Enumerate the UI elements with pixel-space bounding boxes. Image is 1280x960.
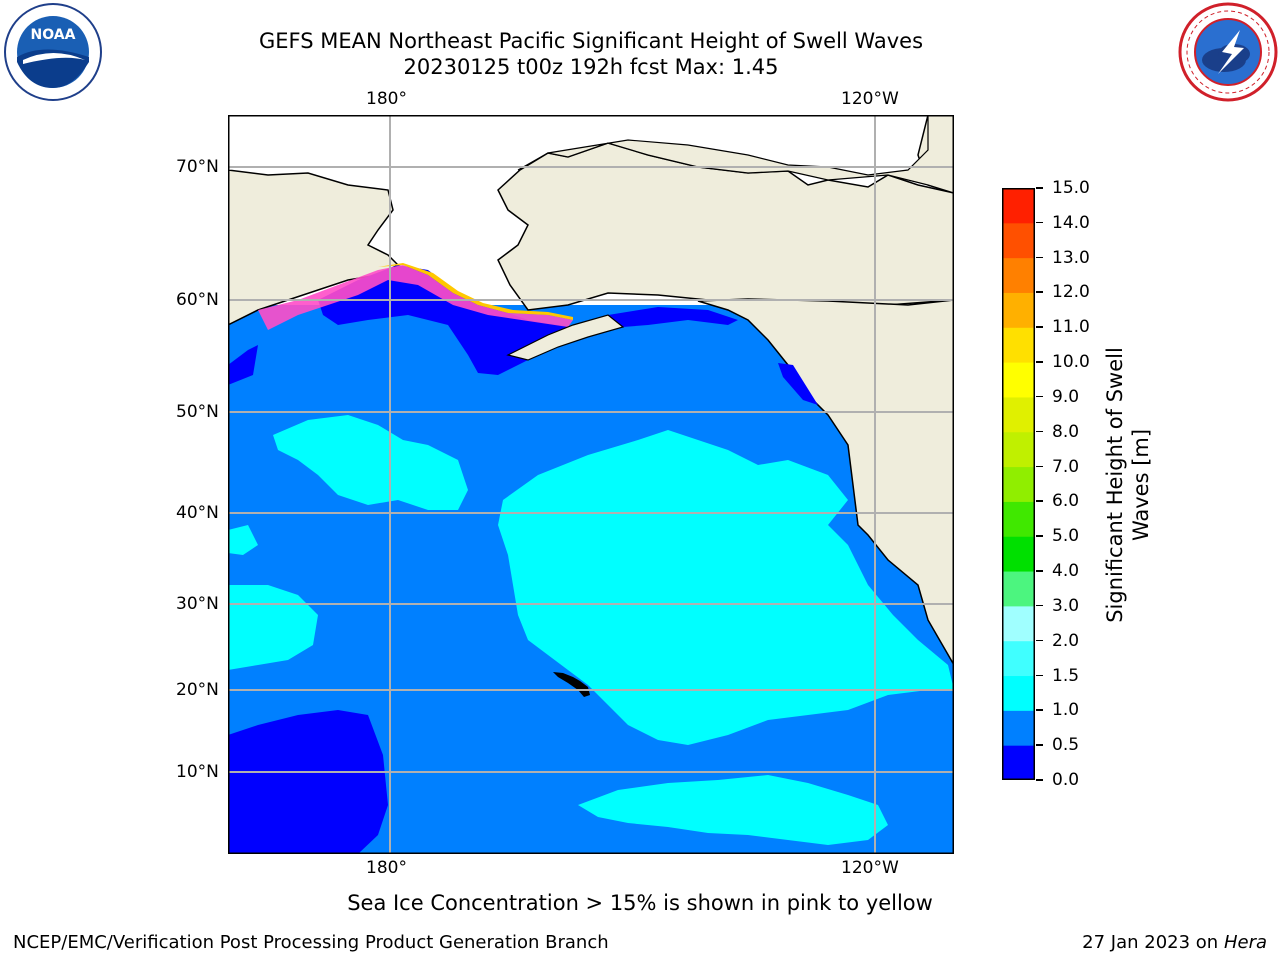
cyan-blob-west — [273, 415, 468, 510]
colorbar-tick-mark — [1036, 361, 1043, 363]
sea-ice-strip — [258, 265, 573, 330]
colorbar-tick-mark — [1036, 221, 1043, 224]
map-panel — [227, 114, 955, 854]
colorbar-tick-mark — [1036, 604, 1043, 607]
colorbar-tick-mark — [1036, 256, 1043, 259]
colorbar-tick-mark — [1036, 187, 1043, 189]
colorbar-tick-label: 4.0 — [1052, 561, 1080, 582]
colorbar-tick-mark — [1036, 674, 1043, 677]
footer-credit: NCEP/EMC/Verification Post Processing Pr… — [13, 932, 609, 953]
footer-date-text: 27 Jan 2023 on — [1082, 932, 1219, 953]
lon-label-top-180: 180° — [366, 89, 407, 109]
colorbar-segment — [1002, 536, 1035, 572]
colorbar-ticks: 0.0 0.5 1.0 1.5 2.0 3.0 4.0 5.0 6.0 7.0 8.0 9.0 10.0… — [1036, 178, 1116, 790]
colorbar-tick-mark — [1036, 779, 1043, 781]
colorbar-tick-label: 8.0 — [1052, 421, 1080, 442]
ocean-0-0.5-southwest — [228, 710, 388, 854]
lat-label-20n: 20°N — [176, 680, 219, 700]
cyan-blob-main — [498, 430, 954, 745]
sea-ice-strip-yellow — [378, 263, 573, 320]
footer-host: Hera — [1223, 932, 1267, 953]
colorbar-tick-label: 0.0 — [1052, 770, 1080, 790]
lat-label-60n: 60°N — [176, 290, 219, 310]
nws-logo — [1178, 2, 1278, 102]
ocean-0-0.5-bering — [318, 265, 573, 375]
lon-label-bottom-180: 180° — [366, 858, 407, 878]
lon-label-top-120w: 120°W — [841, 89, 899, 109]
colorbar-segment — [1002, 257, 1035, 293]
gridlines — [228, 115, 954, 854]
colorbar-tick-label: 2.0 — [1052, 630, 1080, 651]
colorbar-tick-label: 6.0 — [1052, 491, 1080, 512]
colorbar-tick-mark — [1036, 744, 1043, 746]
sea-ice-note: Sea Ice Concentration > 15% is shown in … — [347, 891, 933, 915]
lon-label-bottom-120w: 120°W — [841, 858, 899, 878]
colorbar-segment — [1002, 605, 1035, 642]
colorbar-label-line2: Waves [m] — [1129, 428, 1153, 542]
lat-label-30n: 30°N — [176, 594, 219, 614]
lat-label-70n: 70°N — [176, 157, 219, 177]
siberia-land — [227, 169, 400, 360]
ocean-0-0.5-bc — [778, 363, 818, 405]
colorbar-tick-mark — [1036, 535, 1043, 537]
footer-date: 27 Jan 2023 on Hera — [1082, 932, 1267, 953]
ocean-0-0.5-goa — [608, 307, 738, 327]
colorbar-tick-label: 9.0 — [1052, 386, 1080, 407]
ocean-0-0.5-west — [228, 345, 258, 385]
colorbar-tick-label: 3.0 — [1052, 595, 1080, 616]
colorbar-tick-label: 7.0 — [1052, 456, 1080, 477]
colorbar-segment — [1002, 292, 1035, 328]
colorbar-tick-label: 15.0 — [1052, 178, 1090, 198]
colorbar-tick-label: 11.0 — [1052, 317, 1090, 338]
noaa-logo: NOAA — [3, 2, 103, 102]
colorbar-segment — [1002, 362, 1035, 398]
lat-label-10n: 10°N — [176, 762, 219, 782]
colorbar-tick-label: 13.0 — [1052, 247, 1090, 268]
map-frame — [228, 115, 954, 854]
colorbar-segment — [1002, 745, 1035, 781]
chart-subtitle: 20230125 t00z 192h fcst Max: 1.45 — [403, 55, 779, 79]
colorbar-frame — [1002, 188, 1035, 780]
colorbar-segment — [1002, 640, 1035, 677]
top-white — [228, 115, 828, 170]
colorbar-tick-label: 0.5 — [1052, 735, 1080, 756]
colorbar-tick-mark — [1036, 709, 1043, 711]
cyan-blob-south — [578, 775, 888, 845]
colorbar-tick-label: 10.0 — [1052, 352, 1090, 373]
colorbar-tick-mark — [1036, 395, 1043, 398]
colorbar-tick-mark — [1036, 570, 1043, 572]
cyan-blob-southwest — [228, 585, 318, 670]
colorbar-tick-label: 12.0 — [1052, 282, 1090, 303]
colorbar-label-line1: Significant Height of Swell — [1103, 347, 1127, 623]
colorbar-segment — [1002, 675, 1035, 711]
colorbar-segment — [1002, 188, 1035, 224]
colorbar-tick-mark — [1036, 465, 1043, 468]
colorbar-svg — [1002, 188, 1035, 781]
colorbar-segment — [1002, 466, 1035, 502]
colorbar-tick-label: 1.0 — [1052, 700, 1080, 721]
alaska-peninsula — [506, 314, 625, 361]
colorbar-tick-mark — [1036, 639, 1043, 642]
colorbar-segment — [1002, 501, 1035, 537]
colorbar-tick-mark — [1036, 430, 1043, 433]
colorbar-segment — [1002, 327, 1035, 363]
colorbar-tick-mark — [1036, 326, 1043, 328]
colorbar-segment — [1002, 431, 1035, 468]
lat-label-40n: 40°N — [176, 503, 219, 523]
colorbar-tick-label: 14.0 — [1052, 212, 1090, 233]
cyan-blob-sw-small — [228, 525, 258, 555]
colorbar-segment — [1002, 222, 1035, 259]
colorbar-segment — [1002, 571, 1035, 607]
colorbar-tick-mark — [1036, 291, 1043, 293]
colorbar-segment — [1002, 710, 1035, 746]
colorbar-tick-mark — [1036, 500, 1043, 502]
colorbar-segment — [1002, 396, 1035, 433]
noaa-logo-text: NOAA — [31, 27, 76, 43]
map-svg — [227, 114, 955, 854]
colorbar-tick-label: 1.5 — [1052, 665, 1080, 686]
colorbar-tick-label: 5.0 — [1052, 526, 1080, 547]
lat-label-50n: 50°N — [176, 402, 219, 422]
colorbar — [1002, 188, 1035, 781]
chart-title: GEFS MEAN Northeast Pacific Significant … — [258, 29, 924, 53]
